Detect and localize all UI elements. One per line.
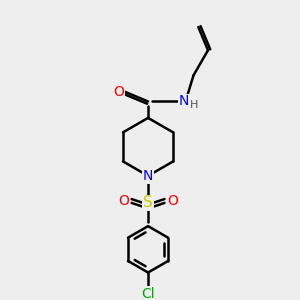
Text: O: O [118,194,129,208]
Text: O: O [167,194,178,208]
Text: N: N [143,169,153,183]
Text: H: H [190,100,199,110]
Text: S: S [143,195,153,210]
Text: N: N [178,94,189,109]
Text: O: O [114,85,124,99]
Text: Cl: Cl [141,287,155,300]
